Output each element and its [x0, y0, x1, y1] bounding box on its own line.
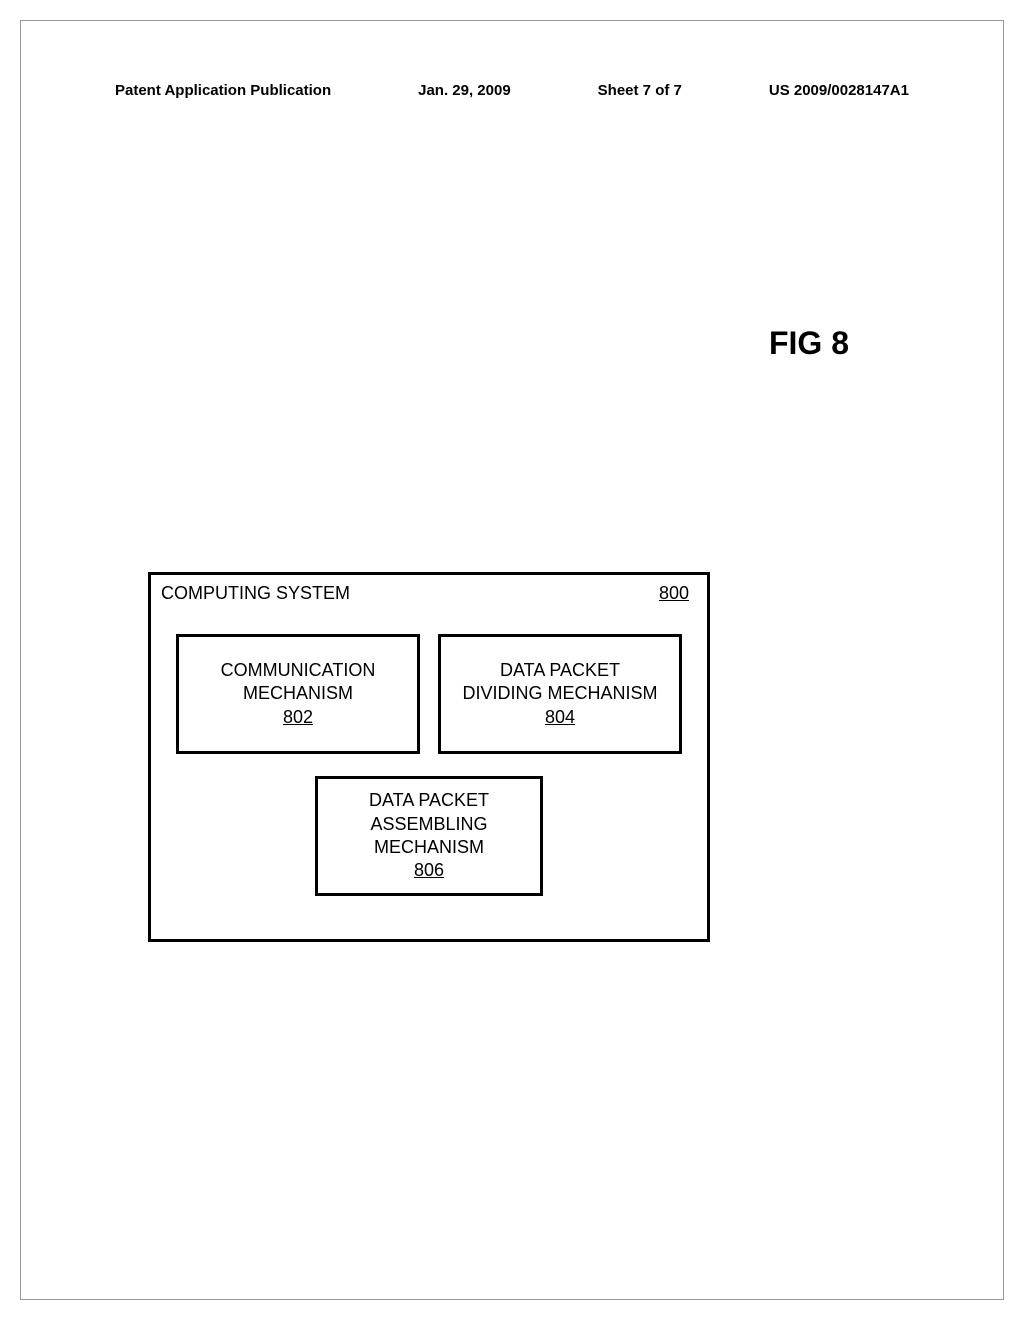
header-date: Jan. 29, 2009 — [418, 82, 511, 99]
communication-mechanism-box: COMMUNICATION MECHANISM 802 — [176, 634, 420, 754]
box-line: DATA PACKET — [500, 659, 620, 682]
data-packet-dividing-box: DATA PACKET DIVIDING MECHANISM 804 — [438, 634, 682, 754]
box-refnum: 806 — [414, 859, 444, 882]
box-line: DATA PACKET — [369, 789, 489, 812]
box-line: MECHANISM — [243, 682, 353, 705]
box-refnum: 804 — [545, 706, 575, 729]
data-packet-assembling-box: DATA PACKET ASSEMBLING MECHANISM 806 — [315, 776, 543, 896]
container-title-row: COMPUTING SYSTEM 800 — [151, 575, 707, 604]
figure-label: FIG 8 — [769, 325, 849, 362]
patent-number: US 2009/0028147A1 — [769, 82, 909, 99]
box-line: ASSEMBLING — [370, 813, 487, 836]
header-sheet: Sheet 7 of 7 — [598, 82, 682, 99]
box-line: DIVIDING MECHANISM — [462, 682, 657, 705]
box-refnum: 802 — [283, 706, 313, 729]
container-refnum: 800 — [659, 583, 689, 604]
computing-system-box: COMPUTING SYSTEM 800 COMMUNICATION MECHA… — [148, 572, 710, 942]
publication-label: Patent Application Publication — [115, 82, 331, 99]
page-header: Patent Application Publication Jan. 29, … — [115, 82, 909, 99]
box-line: MECHANISM — [374, 836, 484, 859]
container-title: COMPUTING SYSTEM — [161, 583, 350, 604]
box-line: COMMUNICATION — [221, 659, 376, 682]
boxes-row-top: COMMUNICATION MECHANISM 802 DATA PACKET … — [151, 604, 707, 754]
